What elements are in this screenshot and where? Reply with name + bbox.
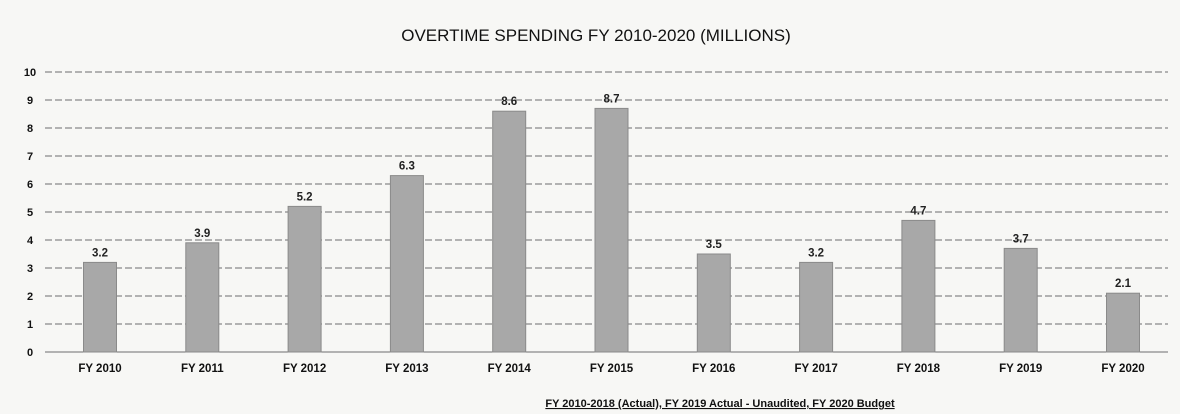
data-labels: 3.2 3.9 5.2 6.3 8.6 8.7 3.5 3.2 4.7 3.7 2.1 bbox=[92, 93, 1132, 290]
data-label-fy-2014: 8.6 bbox=[501, 96, 517, 108]
category-label-fy-2018: FY 2018 bbox=[897, 363, 941, 375]
bar-fy-2014 bbox=[492, 110, 527, 353]
data-label-fy-2020: 2.1 bbox=[1115, 278, 1132, 290]
category-label-fy-2013: FY 2013 bbox=[385, 363, 428, 375]
bar-fy-2016 bbox=[696, 253, 731, 353]
data-label-fy-2019: 3.7 bbox=[1013, 233, 1029, 245]
chart-footnote: FY 2010-2018 (Actual), FY 2019 Actual - … bbox=[545, 398, 895, 410]
data-label-fy-2011: 3.9 bbox=[194, 228, 210, 240]
bar-fy-2011 bbox=[185, 242, 220, 353]
y-tick-label-0: 0 bbox=[27, 347, 33, 359]
data-label-fy-2015: 8.7 bbox=[604, 93, 620, 105]
bar-fy-2020 bbox=[1106, 292, 1140, 353]
category-label-fy-2017: FY 2017 bbox=[794, 363, 837, 375]
category-label-fy-2014: FY 2014 bbox=[488, 363, 532, 375]
y-tick-label-3: 3 bbox=[27, 263, 33, 275]
category-label-fy-2015: FY 2015 bbox=[590, 363, 634, 375]
y-tick-label-10: 10 bbox=[24, 67, 36, 79]
data-label-fy-2012: 5.2 bbox=[297, 191, 313, 203]
y-tick-label-1: 1 bbox=[27, 319, 33, 331]
data-label-fy-2017: 3.2 bbox=[808, 247, 824, 259]
bar-fy-2013 bbox=[389, 175, 424, 353]
bar-fy-2012 bbox=[287, 205, 322, 353]
category-label-fy-2011: FY 2011 bbox=[181, 363, 224, 375]
y-tick-label-8: 8 bbox=[27, 123, 33, 135]
y-axis-ticks: 0 1 2 3 4 5 6 7 8 9 10 bbox=[24, 67, 36, 359]
bar-fy-2015 bbox=[594, 107, 629, 353]
bar-fy-2018 bbox=[901, 219, 936, 353]
y-tick-label-9: 9 bbox=[27, 95, 33, 107]
category-label-fy-2019: FY 2019 bbox=[999, 363, 1042, 375]
y-tick-label-4: 4 bbox=[27, 235, 34, 247]
data-label-fy-2013: 6.3 bbox=[399, 161, 415, 173]
bar-fy-2017 bbox=[799, 261, 834, 353]
data-label-fy-2016: 3.5 bbox=[706, 239, 723, 251]
y-tick-label-2: 2 bbox=[27, 291, 33, 303]
y-tick-label-6: 6 bbox=[27, 179, 33, 191]
data-label-fy-2010: 3.2 bbox=[92, 247, 108, 259]
x-axis-categories: FY 2010 FY 2011 FY 2012 FY 2013 FY 2014 FY 20… bbox=[78, 363, 1144, 375]
y-tick-label-7: 7 bbox=[27, 151, 33, 163]
chart-title: OVERTIME SPENDING FY 2010-2020 (MILLIONS… bbox=[401, 26, 791, 45]
category-label-fy-2010: FY 2010 bbox=[78, 363, 121, 375]
category-label-fy-2012: FY 2012 bbox=[283, 363, 326, 375]
category-label-fy-2020: FY 2020 bbox=[1101, 363, 1144, 375]
data-label-fy-2018: 4.7 bbox=[910, 205, 926, 217]
bar-fy-2019 bbox=[1003, 247, 1038, 353]
bars bbox=[83, 107, 1140, 353]
category-label-fy-2016: FY 2016 bbox=[692, 363, 735, 375]
y-tick-label-5: 5 bbox=[27, 207, 33, 219]
bar-fy-2010 bbox=[83, 261, 117, 353]
